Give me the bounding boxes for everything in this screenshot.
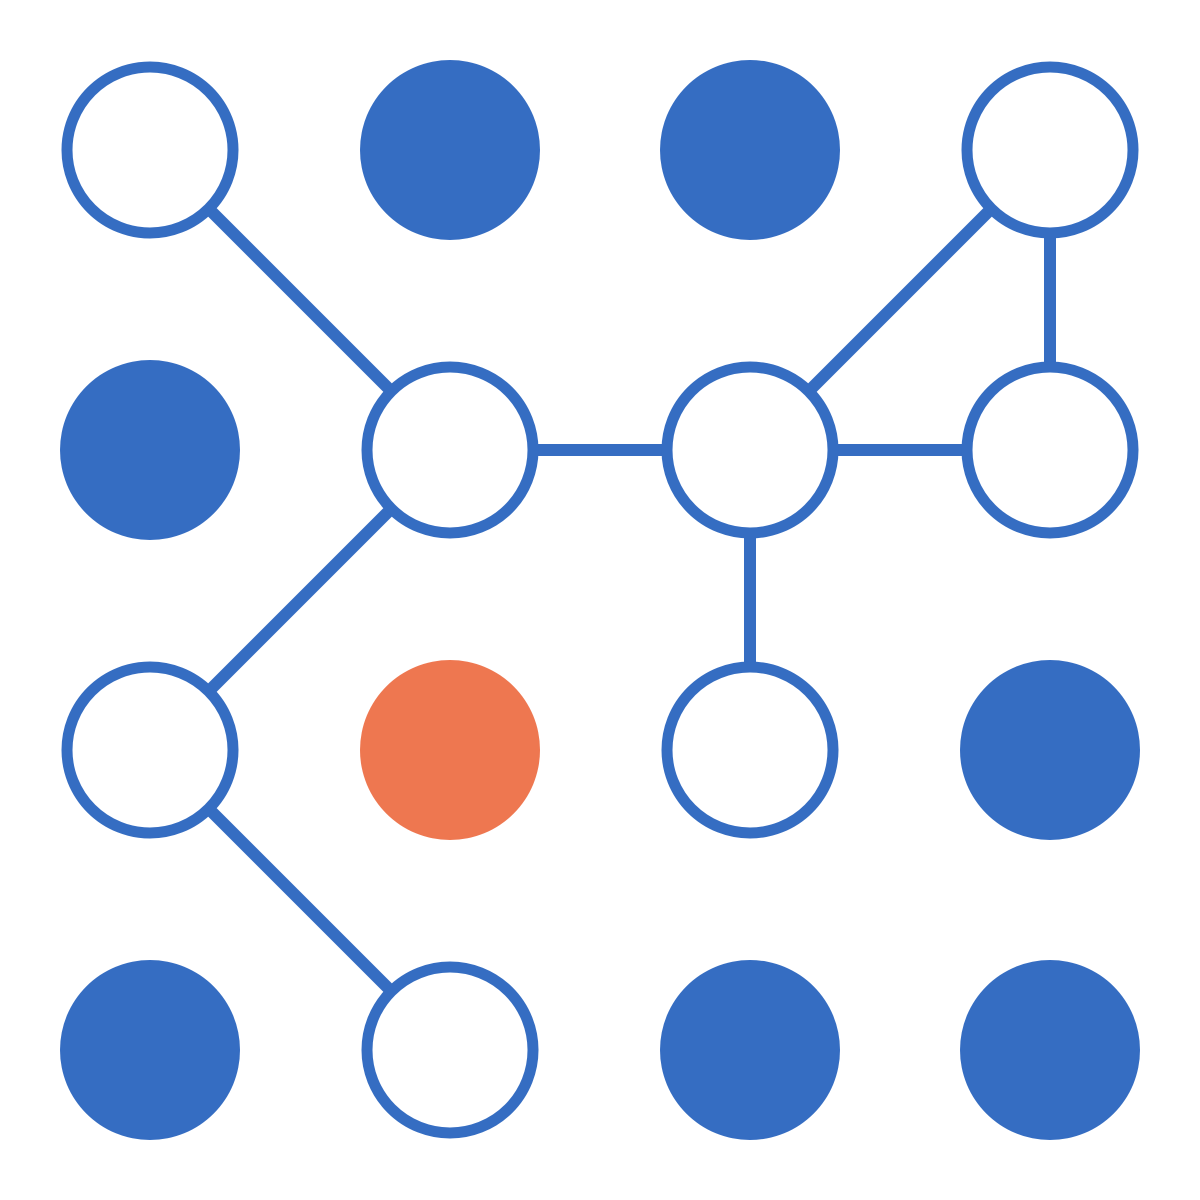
node-open-r0c3 (961, 61, 1139, 239)
node-filled-r1c0 (60, 360, 240, 540)
node-highlight-r2c1 (360, 660, 540, 840)
node-filled-r3c3 (960, 960, 1140, 1140)
node-open-r2c0 (61, 661, 239, 839)
edges-layer (145, 145, 1056, 1055)
node-open-r2c2 (661, 661, 839, 839)
node-open-r3c1 (361, 961, 539, 1139)
node-filled-r2c3 (960, 660, 1140, 840)
node-open-r1c2 (661, 361, 839, 539)
node-filled-r0c2 (660, 60, 840, 240)
node-filled-r0c1 (360, 60, 540, 240)
node-open-r1c1 (361, 361, 539, 539)
node-filled-r3c2 (660, 960, 840, 1140)
nodes-layer (60, 60, 1140, 1140)
node-open-r0c0 (61, 61, 239, 239)
node-filled-r3c0 (60, 960, 240, 1140)
node-open-r1c3 (961, 361, 1139, 539)
